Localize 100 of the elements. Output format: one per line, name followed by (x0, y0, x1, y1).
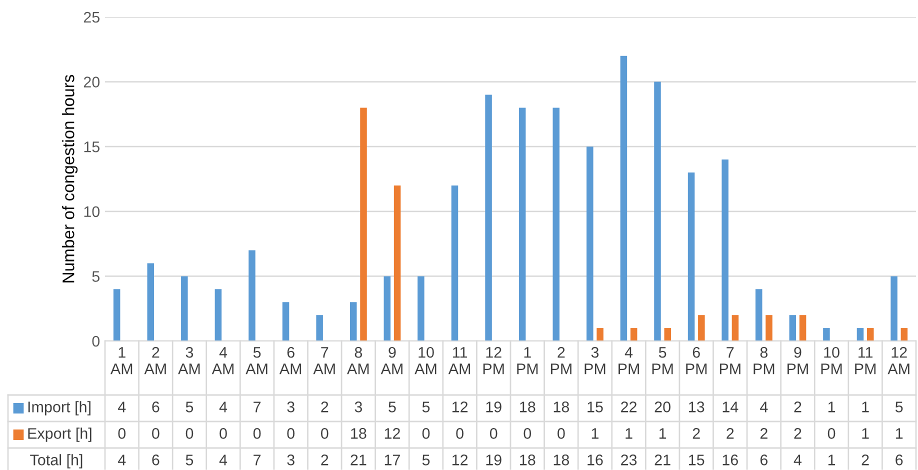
bar (147, 263, 154, 341)
text: 6 (760, 454, 768, 466)
x-tick-label: 4 AM (212, 347, 234, 374)
data-label: 0 (524, 428, 532, 439)
data-label: 0 (490, 428, 498, 439)
bar (630, 328, 638, 341)
data-label: 15 (588, 402, 603, 412)
data-label: 2 (321, 402, 328, 412)
data-label: 2 (794, 402, 802, 412)
bar (732, 315, 739, 341)
data-label: 12 (452, 402, 468, 412)
legend-label: Import [h] (28, 401, 90, 416)
bar (755, 289, 762, 341)
x-tick-label: 2 AM (144, 346, 166, 374)
bar (766, 315, 772, 341)
data-label: 0 (186, 428, 194, 439)
data-label: 18 (351, 428, 366, 439)
x-tick-label: 12 PM (483, 346, 504, 374)
bar (789, 315, 796, 341)
x-tick-label: 3 AM (178, 346, 200, 374)
text: 2 (321, 454, 328, 466)
text: 4 (118, 454, 126, 466)
data-label: 3 (354, 402, 362, 412)
data-label: 1 (862, 428, 869, 439)
x-tick-label: 11 AM (448, 347, 470, 374)
x-tick-label: 10 PM (821, 346, 842, 374)
text: 6 (896, 454, 903, 466)
y-tick-label: 0 (92, 336, 100, 347)
data-label: 19 (486, 402, 502, 412)
data-label: 1 (626, 428, 632, 439)
x-tick-label: 5 PM (652, 347, 673, 374)
x-tick-label: 6 PM (686, 346, 707, 374)
x-tick-label: 1 AM (110, 347, 132, 374)
text: 2 (862, 454, 869, 466)
text: 18 (520, 454, 536, 466)
bar (552, 108, 560, 341)
data-label: 22 (621, 402, 636, 412)
data-label: 0 (558, 428, 565, 439)
data-label: 18 (520, 402, 536, 412)
text: 1 (828, 454, 836, 466)
text: 7 (254, 454, 261, 466)
data-label: 5 (186, 402, 194, 412)
bar (316, 315, 323, 341)
data-label: 0 (456, 428, 464, 439)
bar (181, 276, 188, 341)
bar (799, 315, 806, 341)
text: 12 (452, 454, 468, 466)
bar (596, 328, 604, 341)
bar (688, 172, 695, 341)
data-label: 1 (896, 428, 903, 439)
bar (214, 289, 222, 341)
x-tick-label: 11 PM (855, 347, 876, 374)
text: 18 (554, 454, 570, 466)
data-label: 0 (287, 428, 295, 439)
x-tick-label: 5 AM (246, 347, 268, 374)
x-tick-label: 7 PM (720, 347, 740, 374)
data-label: 12 (384, 428, 400, 439)
text: 3 (287, 454, 294, 466)
x-tick-label: 9 AM (380, 346, 402, 374)
text: 17 (384, 454, 400, 466)
bar (698, 315, 705, 341)
bar (586, 146, 594, 341)
text: 19 (486, 454, 502, 466)
bar (664, 328, 672, 341)
y-tick-label: 15 (84, 142, 100, 152)
legend-label: Export [h] (28, 428, 92, 442)
bar (722, 160, 728, 341)
text: 5 (186, 454, 194, 466)
data-label: 18 (554, 402, 570, 412)
x-tick-label: 8 PM (754, 346, 774, 374)
data-label: 4 (118, 402, 126, 412)
bar (867, 328, 874, 341)
data-label: 5 (895, 402, 903, 412)
data-label: 1 (592, 428, 598, 439)
data-label: 0 (422, 428, 430, 439)
bar (518, 108, 526, 341)
bar (654, 82, 661, 341)
bar (418, 276, 424, 341)
bar (620, 56, 628, 341)
x-tick-label: 3 PM (584, 346, 606, 374)
data-label: 0 (118, 428, 126, 439)
data-label: 2 (726, 428, 734, 439)
data-label: 5 (422, 402, 430, 412)
text: 16 (588, 454, 603, 466)
bar (823, 328, 830, 341)
text: 4 (794, 454, 802, 466)
bar (113, 289, 120, 341)
data-label: 20 (654, 402, 670, 412)
data-label: 2 (692, 428, 700, 439)
bar (890, 276, 898, 341)
y-tick-label: 25 (84, 12, 100, 23)
data-label: 0 (320, 428, 328, 439)
bar (350, 302, 357, 341)
text: 6 (152, 454, 160, 466)
text: 23 (621, 454, 637, 466)
bar (360, 108, 367, 341)
data-label: 4 (760, 402, 768, 412)
x-tick-label: 12 AM (888, 346, 910, 374)
x-tick-label: 2 PM (550, 346, 572, 374)
bar (282, 302, 290, 341)
